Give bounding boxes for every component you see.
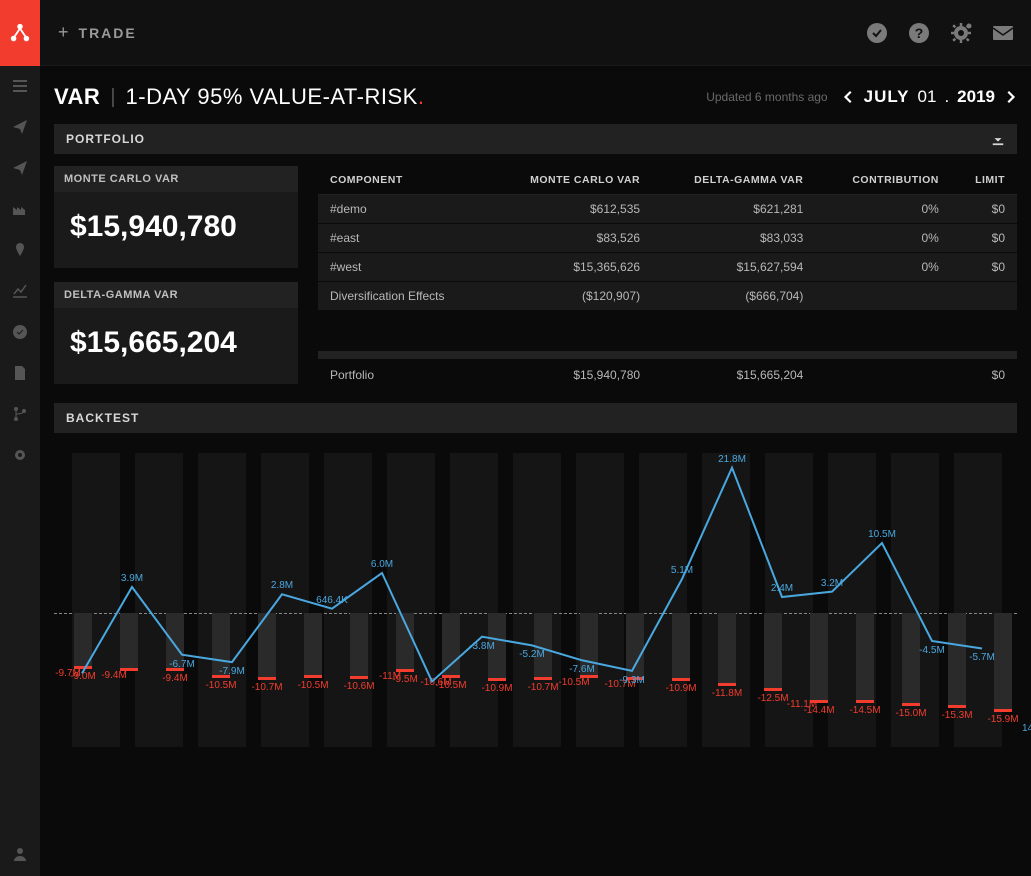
page-header: VAR | 1-DAY 95% VALUE-AT-RISK . Updated … <box>54 84 1017 110</box>
dg-value: $15,665,204 <box>54 308 298 384</box>
topbar: + TRADE ? <box>0 0 1031 66</box>
chevron-left-icon[interactable] <box>842 90 856 104</box>
backtest-title: BACKTEST <box>66 411 139 425</box>
trade-label: TRADE <box>79 25 137 41</box>
table-total-row: Portfolio$15,940,780$15,665,204$0 <box>318 359 1017 390</box>
help-icon[interactable]: ? <box>907 21 931 45</box>
document-icon[interactable] <box>12 365 28 381</box>
accent-dot: . <box>418 84 424 110</box>
date-nav: JULY 01 . 2019 <box>842 87 1017 107</box>
mc-label: MONTE CARLO VAR <box>54 166 298 192</box>
backtest-header: BACKTEST <box>54 403 1017 433</box>
monte-carlo-card: MONTE CARLO VAR $15,940,780 <box>54 166 298 268</box>
date-month: JULY <box>864 87 910 107</box>
date-day: 01 <box>918 87 937 107</box>
col-mc: MONTE CARLO VAR <box>488 166 652 195</box>
check-icon[interactable] <box>12 324 28 340</box>
table-header-row: COMPONENT MONTE CARLO VAR DELTA-GAMMA VA… <box>318 166 1017 195</box>
sidebar <box>0 66 40 876</box>
date-year: 2019 <box>957 87 995 107</box>
menu-icon[interactable] <box>12 78 28 94</box>
page-title: VAR <box>54 84 100 110</box>
dg-label: DELTA-GAMMA VAR <box>54 282 298 308</box>
stat-column: MONTE CARLO VAR $15,940,780 DELTA-GAMMA … <box>54 166 298 389</box>
gear-icon[interactable] <box>12 447 28 463</box>
table-row[interactable]: #demo$612,535$621,2810%$0 <box>318 195 1017 224</box>
download-icon[interactable] <box>991 132 1005 146</box>
mail-icon[interactable] <box>991 21 1015 45</box>
backtest-chart[interactable]: -9.0M-9.7M-9.4M-9.4M-10.5M-10.7M-10.5M-1… <box>54 445 1017 755</box>
page-subtitle: 1-DAY 95% VALUE-AT-RISK <box>126 84 418 110</box>
chevron-right-icon[interactable] <box>1003 90 1017 104</box>
user-icon[interactable] <box>12 846 28 862</box>
updated-text: Updated 6 months ago <box>706 90 827 104</box>
backtest-section: BACKTEST -9.0M-9.7M-9.4M-9.4M-10.5M-10.7… <box>54 403 1017 755</box>
send-icon-2[interactable] <box>12 160 28 176</box>
table-column: COMPONENT MONTE CARLO VAR DELTA-GAMMA VA… <box>318 166 1017 389</box>
trade-button[interactable]: + TRADE <box>58 22 137 43</box>
portfolio-section-header: PORTFOLIO <box>54 124 1017 154</box>
main-content: VAR | 1-DAY 95% VALUE-AT-RISK . Updated … <box>40 66 1031 876</box>
portfolio-table: COMPONENT MONTE CARLO VAR DELTA-GAMMA VA… <box>318 166 1017 389</box>
col-dg: DELTA-GAMMA VAR <box>652 166 815 195</box>
col-contrib: CONTRIBUTION <box>815 166 950 195</box>
svg-text:?: ? <box>915 25 924 41</box>
mc-value: $15,940,780 <box>54 192 298 268</box>
table-row[interactable]: Diversification Effects($120,907)($666,7… <box>318 282 1017 311</box>
portfolio-title: PORTFOLIO <box>66 132 145 146</box>
pin-icon[interactable] <box>12 242 28 258</box>
title-divider: | <box>110 86 115 109</box>
settings-icon[interactable] <box>949 21 973 45</box>
app-logo[interactable] <box>0 0 40 66</box>
portfolio-body: MONTE CARLO VAR $15,940,780 DELTA-GAMMA … <box>54 166 1017 389</box>
topbar-actions: ? <box>865 21 1015 45</box>
table-row[interactable]: #east$83,526$83,0330%$0 <box>318 224 1017 253</box>
col-limit: LIMIT <box>951 166 1017 195</box>
send-icon[interactable] <box>12 119 28 135</box>
check-circle-icon[interactable] <box>865 21 889 45</box>
delta-gamma-card: DELTA-GAMMA VAR $15,665,204 <box>54 282 298 384</box>
plus-icon: + <box>58 22 71 43</box>
table-row[interactable]: #west$15,365,626$15,627,5940%$0 <box>318 253 1017 282</box>
branch-icon[interactable] <box>12 406 28 422</box>
col-component: COMPONENT <box>318 166 488 195</box>
industry-icon[interactable] <box>12 201 28 217</box>
chart-line-icon[interactable] <box>12 283 28 299</box>
